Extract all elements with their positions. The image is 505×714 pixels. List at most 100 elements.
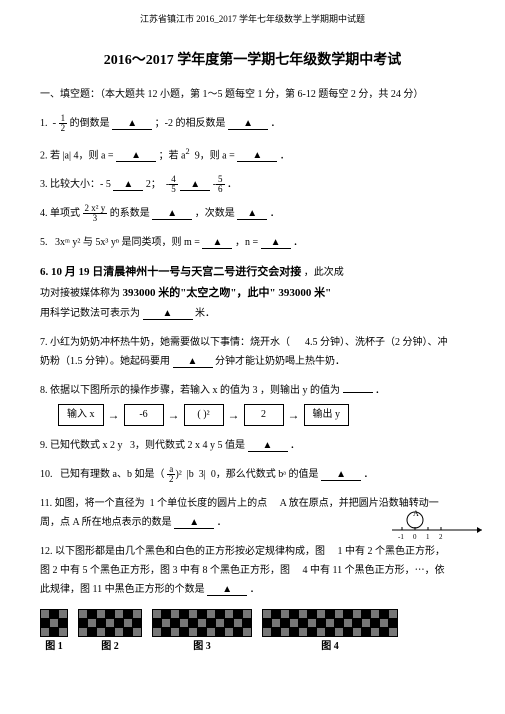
q4-text-a: 4. 单项式 (40, 208, 80, 219)
q6-text-e: 米． (195, 308, 215, 319)
figure-1: 图 1 (40, 609, 68, 655)
q2-blank-1: ▲ (116, 150, 156, 162)
fig3-caption: 图 3 (152, 639, 252, 655)
question-8: 8. 依据以下图所示的操作步骤，若输入 x 的值为 3 ，则输出 y 的值为 ． (40, 381, 465, 400)
q10-end: ． (364, 469, 374, 480)
q12-end: ． (250, 584, 260, 595)
arrow-icon: → (228, 406, 240, 425)
q3-text-b: 2； (146, 179, 161, 190)
q6-text-d: 用科学记数法可表示为 (40, 308, 140, 319)
question-10: 10. 已知有理数 a、b 如是（ a 2 )² |b 3| 0，那么代数式 b… (40, 465, 465, 484)
q3-blank-2: ▲ (180, 179, 210, 191)
q2-end: ． (280, 150, 290, 161)
q1-text-a: 的倒数是 (70, 118, 110, 129)
q2-text-d: 9，则 a = (195, 150, 235, 161)
question-1: 1. - 1 2 的倒数是 ▲ ；-2 的相反数是 ▲ ． (40, 113, 465, 134)
q4-text-b: 的系数是 (110, 208, 150, 219)
q1-blank-1: ▲ (112, 118, 152, 130)
q3-frac-2: 45 (169, 175, 178, 194)
arrow-icon: → (288, 406, 300, 425)
q12-b: 1 中有 2 个黑色正方形， (338, 546, 446, 557)
q2-sup: 2 (186, 147, 190, 156)
figure-4: 图 4 (262, 609, 398, 655)
q11-end: ． (217, 517, 227, 528)
q7-blank: ▲ (173, 356, 213, 368)
q12-blank: ▲ (207, 584, 247, 596)
arrow-icon: → (108, 406, 120, 425)
q5-end: ． (293, 237, 303, 248)
q11-a: 11. 如图，将一个直径为 (40, 498, 145, 509)
q1-blank-2: ▲ (228, 118, 268, 130)
arrow-icon: → (168, 406, 180, 425)
q12-a: 12. 以下图形都是由几个黑色和白色的正方形按必定规律构成，图 (40, 546, 325, 557)
fig2-caption: 图 2 (78, 639, 142, 655)
svg-text:A: A (413, 509, 419, 518)
question-2: 2. 若 |a| 4，则 a = ▲ ；若 a2 9，则 a = ▲ ． (40, 144, 465, 165)
q11-d: 周，点 A 所在地点表示的数是 (40, 517, 172, 528)
section-1-heading: 一、填空题：（本大题共 12 小题，第 1～5 题每空 1 分，第 6-12 题… (40, 87, 465, 103)
fig2-grid (78, 609, 142, 637)
q11-numberline-diagram: A -1 0 1 2 (387, 508, 487, 542)
q11-b: 1 个单位长度的圆片上的点 (150, 498, 268, 509)
flow-square-box: ( )² (184, 404, 224, 426)
question-9: 9. 已知代数式 x 2 y 3，则代数式 2 x 4 y 5 值是 ▲ ． (40, 436, 465, 455)
q10-d: 0，那么代数式 bᵃ 的值是 (211, 469, 319, 480)
flow-2-box: 2 (244, 404, 284, 426)
svg-text:2: 2 (439, 533, 443, 541)
q8-flowchart: 输入 x → -6 → ( )² → 2 → 输出 y (58, 404, 465, 426)
q10-c: 3 (199, 469, 204, 480)
page-header: 江苏省镇江市 2016_2017 学年七年级数学上学期期中试题 (40, 12, 465, 26)
q6-small: ，此次成 (304, 267, 344, 278)
q4-text-c: ，次数是 (195, 208, 235, 219)
fig4-grid (262, 609, 398, 637)
q1-fraction: 1 2 (59, 114, 68, 133)
q5-blank-2: ▲ (261, 237, 291, 249)
fig1-caption: 图 1 (40, 639, 68, 655)
fig4-caption: 图 4 (262, 639, 398, 655)
q12-d: 4 中有 11 个黑色正方形，⋯，依 (303, 565, 445, 576)
q7-c: 奶粉（1.5 分钟）。她起码要用 (40, 356, 170, 367)
q9-a: 9. 已知代数式 x 2 y (40, 440, 123, 451)
q12-e: 此规律，图 11 中黑色正方形的个数是 (40, 584, 205, 595)
q10-num: 10. (40, 469, 53, 480)
question-3: 3. 比较大小：- 5 ▲ 2； -45 ▲ -56 ． (40, 175, 465, 194)
q10-b: 已知有理数 a、b 如是（ (60, 469, 164, 480)
q1-num: 1. (40, 118, 48, 129)
q3-frac-3: 56 (216, 175, 225, 194)
svg-text:0: 0 (413, 533, 417, 541)
q8-a: 8. 依据以下图所示的操作步骤，若输入 x 的值为 3 ，则输出 y 的值为 (40, 385, 340, 396)
q9-blank: ▲ (248, 440, 288, 452)
q12-figures: 图 1 图 2 图 3 图 4 (40, 609, 465, 655)
q1-text-b: ；-2 的相反数是 (155, 118, 226, 129)
q5-text-2: ，n = (235, 237, 258, 248)
figure-3: 图 3 (152, 609, 252, 655)
q3-text-a: 3. 比较大小：- 5 (40, 179, 111, 190)
q4-blank-1: ▲ (152, 208, 192, 220)
q12-c: 图 2 中有 5 个黑色正方形，图 3 中有 8 个黑色正方形，图 (40, 565, 290, 576)
q4-end: ． (270, 208, 280, 219)
q2-text-b: 4，则 a = (73, 150, 113, 161)
q3-end: ． (227, 179, 237, 190)
question-5: 5. 3xᵐ y² 与 5x³ yⁿ 是同类项，则 m = ▲ ，n = ▲ ． (40, 233, 465, 252)
question-12: 12. 以下图形都是由几个黑色和白色的正方形按必定规律构成，图 1 中有 2 个… (40, 542, 465, 599)
q4-blank-2: ▲ (237, 208, 267, 220)
flow-minus6-box: -6 (124, 404, 164, 426)
q10-blank: ▲ (321, 469, 361, 481)
q5-blank-1: ▲ (202, 237, 232, 249)
q7-a: 7. 小红为奶奶冲杯热牛奶，她需要做以下事情：烧开水（ (40, 337, 290, 348)
q8-end: ． (375, 385, 385, 396)
flow-input-box: 输入 x (58, 404, 104, 426)
q2-blank-2: ▲ (237, 150, 277, 162)
q2-text-c: ；若 a (159, 150, 186, 161)
flow-output-box: 输出 y (304, 404, 350, 426)
fig3-grid (152, 609, 252, 637)
q6-line2: 393000 米的"太空之吻"，此中" 393000 米" (123, 287, 332, 299)
q9-b: 3，则代数式 2 x 4 y 5 值是 (130, 440, 245, 451)
question-7: 7. 小红为奶奶冲杯热牛奶，她需要做以下事情：烧开水（ 4.5 分钟）、洗杯子（… (40, 333, 465, 371)
q5-text-1: 3xᵐ y² 与 5x³ yⁿ 是同类项，则 m = (55, 237, 200, 248)
question-4: 4. 单项式 2 x² y 3 的系数是 ▲ ，次数是 ▲ ． (40, 204, 465, 223)
q6-line1: 6. 10 月 19 日清晨神州十一号与天宫二号进行交会对接 (40, 266, 301, 278)
figure-2: 图 2 (78, 609, 142, 655)
q7-b: 4.5 分钟）、洗杯子（2 分钟）、冲 (305, 337, 448, 348)
q9-end: ． (290, 440, 300, 451)
